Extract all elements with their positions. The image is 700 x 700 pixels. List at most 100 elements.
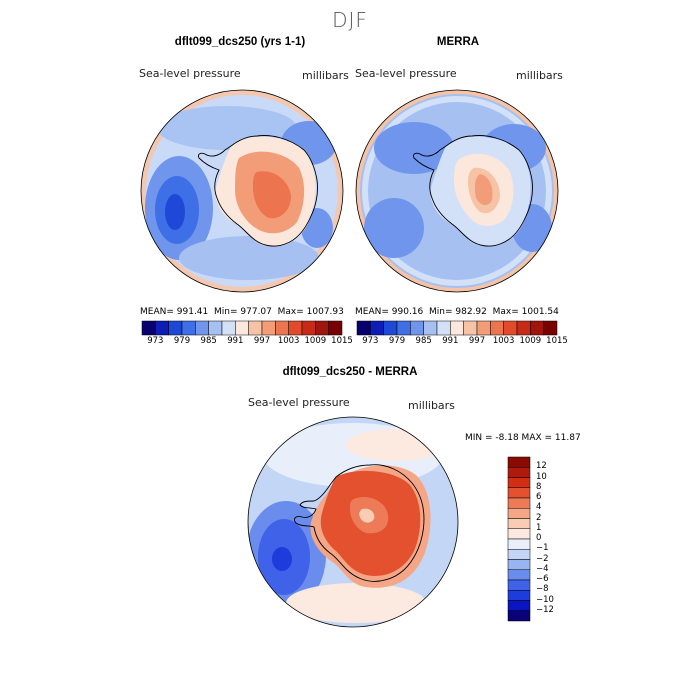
- variable-label-merra: Sea-level pressure: [355, 67, 457, 80]
- colorbar-swatch: [396, 320, 411, 336]
- colorbar-tick-label: 1003: [277, 336, 300, 346]
- colorbar-swatch: [507, 600, 531, 611]
- colorbar-model: [141, 320, 343, 336]
- colorbar-tick-label: −12: [536, 604, 554, 615]
- colorbar-tick-label: 10: [536, 471, 547, 482]
- colorbar-swatch: [507, 518, 531, 529]
- colorbar-merra: [356, 320, 558, 336]
- colorbar-tick-label: 1003: [492, 336, 515, 346]
- colorbar-tick-label: −8: [536, 584, 549, 595]
- colorbar-tick-label: 1009: [519, 336, 542, 346]
- colorbar-tick-label: −6: [536, 574, 549, 584]
- colorbar-swatch: [507, 579, 531, 591]
- low-pressure-cell-west-core: [165, 194, 185, 230]
- colorbar-swatch: [356, 320, 371, 336]
- colorbar-swatch: [288, 320, 303, 336]
- colorbar-tick-label: 1015: [546, 336, 568, 346]
- colorbar-tick-label: −4: [536, 563, 549, 574]
- colorbar-tick-label: 985: [415, 336, 432, 346]
- min-value: 977.07: [240, 307, 272, 317]
- min-value: 982.92: [455, 307, 487, 317]
- antarctica-plateau-peak: [359, 508, 375, 523]
- mean-label: MEAN=: [355, 307, 389, 317]
- colorbar-swatch: [450, 320, 464, 336]
- stats-line-merra: MEAN= 990.16 Min= 982.92 Max= 1001.54: [355, 307, 559, 317]
- max-value: 1007.93: [306, 307, 344, 317]
- colorbar-tick-label: −2: [536, 553, 549, 564]
- low-pressure-band-south: [179, 236, 319, 280]
- panel-title-merra: MERRA: [436, 36, 480, 48]
- stats-line-model: MEAN= 991.41 Min= 977.07 Max= 1007.93: [140, 307, 344, 317]
- low-pressure-cell-southwest: [364, 198, 424, 258]
- colorbar-tick-label: −10: [536, 594, 554, 605]
- colorbar-swatch: [516, 320, 531, 336]
- colorbar-model-ticks: 973 979 985 991 997 1003 1009 1015: [142, 336, 353, 348]
- colorbar-swatch: [221, 320, 236, 336]
- colorbar-tick-label: 0: [536, 533, 542, 543]
- colorbar-tick-label: 2: [536, 512, 542, 523]
- page-title: DJF: [332, 8, 368, 32]
- panel-title-difference: dflt099_dcs250 - MERRA: [282, 366, 418, 378]
- colorbar-swatch: [181, 320, 196, 336]
- colorbar-tick-label: 12: [536, 461, 547, 472]
- colorbar-swatch: [507, 610, 531, 622]
- colorbar-swatch: [261, 320, 276, 336]
- colorbar-swatch: [507, 497, 531, 509]
- colorbar-swatch: [141, 320, 156, 336]
- colorbar-merra-ticks: 973 979 985 991 997 1003 1009 1015: [357, 336, 568, 348]
- colorbar-tick-label: 1015: [331, 336, 353, 346]
- colorbar-tick-label: 979: [388, 336, 406, 346]
- min-label: Min=: [214, 307, 238, 317]
- colorbar-tick-label: 4: [536, 502, 542, 513]
- colorbar-tick-label: 1009: [304, 336, 327, 346]
- colorbar-tick-label: 991: [442, 336, 459, 346]
- colorbar-difference-ticks: 12 10 8 6 4 2 1 0 −1 −2 −4 −6 −8 −10 −12: [536, 457, 576, 621]
- colorbar-tick-label: 985: [200, 336, 217, 346]
- colorbar-tick-label: 997: [253, 336, 271, 346]
- colorbar-swatch: [507, 590, 531, 601]
- antarctica-peak-contour: [253, 171, 291, 219]
- coastline: [293, 464, 425, 582]
- colorbar-swatch: [328, 320, 343, 336]
- colorbar-swatch: [275, 320, 289, 336]
- colorbar-tick-label: −1: [536, 543, 549, 554]
- variable-label-model: Sea-level pressure: [139, 67, 241, 80]
- merra-slp-map: [355, 89, 559, 293]
- colorbar-tick-label: 991: [227, 336, 244, 346]
- antarctica-peak-contour: [474, 174, 493, 206]
- mid-ring-contour: [362, 96, 552, 286]
- colorbar-swatch: [507, 528, 531, 540]
- colorbar-tick-label: 6: [536, 492, 542, 502]
- colorbar-swatch: [530, 320, 544, 336]
- coastline: [413, 135, 533, 247]
- colorbar-swatch: [507, 538, 531, 550]
- colorbar-swatch: [507, 569, 531, 581]
- colorbar-tick-label: 979: [173, 336, 191, 346]
- units-label-model: millibars: [302, 69, 349, 82]
- colorbar-swatch: [507, 467, 531, 478]
- colorbar-difference: [507, 456, 531, 622]
- colorbar-swatch: [410, 320, 424, 336]
- positive-band-south: [286, 583, 426, 623]
- difference-slp-map: [247, 416, 459, 628]
- globe-edge: [140, 89, 344, 293]
- globe-edge: [247, 416, 459, 628]
- colorbar-swatch: [235, 320, 249, 336]
- colorbar-swatch: [301, 320, 316, 336]
- colorbar-swatch: [248, 320, 263, 336]
- min-label: Min=: [429, 307, 453, 317]
- stats-line-difference: MIN = -8.18 MAX = 11.87: [465, 433, 581, 443]
- colorbar-swatch: [383, 320, 398, 336]
- max-value: 1001.54: [521, 307, 559, 317]
- model-slp-map: [140, 89, 344, 293]
- positive-band-north: [346, 429, 446, 461]
- colorbar-swatch: [370, 320, 384, 336]
- colorbar-swatch: [436, 320, 451, 336]
- colorbar-swatch: [490, 320, 504, 336]
- mean-value: 990.16: [391, 307, 424, 317]
- variable-label-difference: Sea-level pressure: [248, 396, 350, 409]
- colorbar-swatch: [155, 320, 169, 336]
- colorbar-tick-label: 1: [536, 522, 542, 533]
- coastline: [198, 135, 318, 247]
- max-label: Max=: [277, 307, 304, 317]
